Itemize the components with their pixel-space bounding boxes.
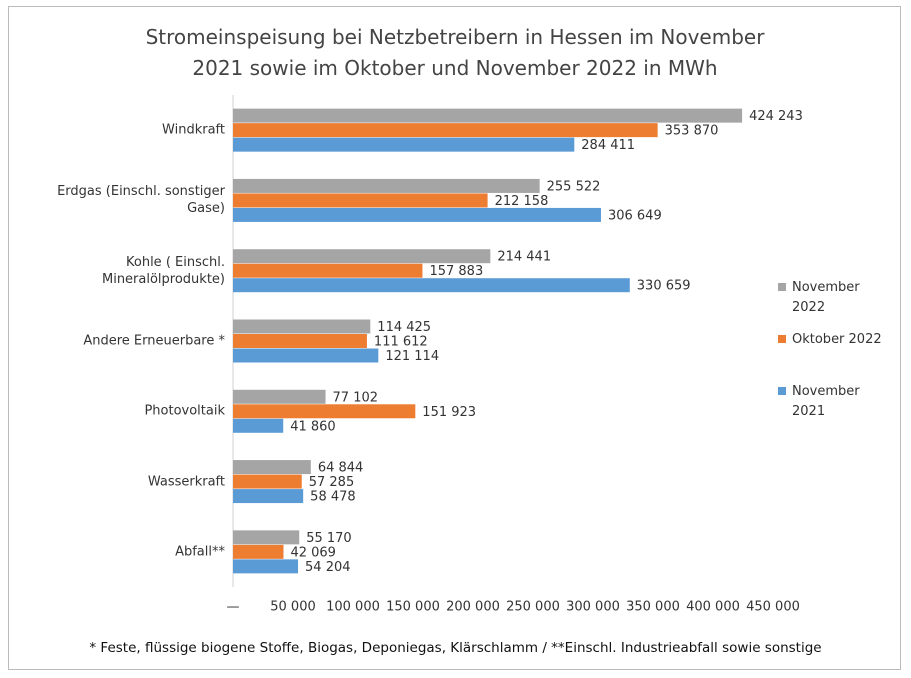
- x-tick-label: 250 000: [506, 600, 560, 615]
- bar: [233, 404, 416, 419]
- legend-item: Oktober 2022: [778, 330, 887, 350]
- category-label: Abfall**: [175, 544, 225, 560]
- frame: [8, 6, 901, 670]
- bar: [233, 193, 488, 208]
- value-label: 54 204: [305, 560, 351, 575]
- value-label: 151 923: [422, 405, 476, 420]
- value-label: 114 425: [377, 320, 431, 335]
- category-label: Kohle ( Einschl. Mineralölprodukte): [101, 254, 225, 287]
- category-label: Wasserkraft: [147, 474, 225, 490]
- x-tick-label: 400 000: [686, 600, 740, 615]
- bar: [233, 319, 371, 334]
- category-label: Andere Erneuerbare *: [83, 333, 225, 349]
- value-label: 55 170: [306, 531, 352, 546]
- footnote: * Feste, flüssige biogene Stoffe, Biogas…: [89, 640, 822, 656]
- bar: [233, 474, 302, 489]
- value-label: 58 478: [310, 490, 356, 505]
- bar: [233, 278, 630, 293]
- chart-title: Stromeinspeisung bei Netzbetreibern in H…: [145, 25, 765, 80]
- legend-item: November 2022: [778, 278, 887, 318]
- category-label: Windkraft: [162, 122, 225, 138]
- bar: [233, 559, 299, 574]
- value-label: 212 158: [495, 194, 549, 209]
- legend-swatch: [778, 387, 786, 395]
- x-tick-label: 150 000: [386, 600, 440, 615]
- value-label: 41 860: [290, 419, 336, 434]
- bar: [233, 334, 367, 348]
- bar: [233, 544, 284, 559]
- value-label: 77 102: [333, 390, 379, 405]
- value-label: 284 411: [581, 138, 635, 153]
- bar: [233, 418, 284, 433]
- legend-label: November 2022: [792, 280, 860, 315]
- bar: [233, 249, 491, 264]
- value-label: 64 844: [318, 461, 364, 476]
- legend-label: Oktober 2022: [792, 332, 882, 347]
- value-label: 306 649: [608, 208, 662, 223]
- value-label: 42 069: [290, 545, 336, 560]
- value-label: 330 659: [637, 279, 691, 294]
- legend-item: November 2021: [778, 382, 887, 422]
- value-label: 214 441: [497, 250, 551, 265]
- x-tick-label: 100 000: [326, 600, 380, 615]
- legend-swatch: [778, 335, 786, 343]
- legend-swatch: [778, 283, 786, 291]
- value-label: 157 883: [429, 264, 483, 279]
- value-label: 353 870: [665, 124, 719, 139]
- x-tick-label: 50 000: [270, 600, 316, 615]
- x-tick-label: 300 000: [566, 600, 620, 615]
- bar: [233, 348, 379, 363]
- category-label: Photovoltaik: [144, 403, 225, 419]
- bar: [233, 108, 743, 123]
- bar: [233, 530, 300, 545]
- value-label: 121 114: [385, 349, 439, 364]
- bar: [233, 489, 304, 504]
- legend-label: November 2021: [792, 384, 860, 419]
- bar: [233, 460, 311, 475]
- bar: [233, 178, 540, 193]
- value-label: 424 243: [749, 109, 803, 124]
- bar: [233, 123, 658, 138]
- x-tick-label: —: [227, 600, 240, 615]
- x-tick-label: 450 000: [746, 600, 800, 615]
- value-label: 111 612: [374, 335, 428, 350]
- value-label: 57 285: [309, 475, 355, 490]
- bar: [233, 389, 326, 404]
- value-label: 255 522: [547, 179, 601, 194]
- bar: [233, 263, 423, 278]
- bar: [233, 137, 575, 152]
- x-tick-label: 350 000: [626, 600, 680, 615]
- x-tick-label: 200 000: [446, 600, 500, 615]
- bar: [233, 207, 601, 222]
- category-label: Erdgas (Einschl. sonstiger Gase): [57, 184, 225, 217]
